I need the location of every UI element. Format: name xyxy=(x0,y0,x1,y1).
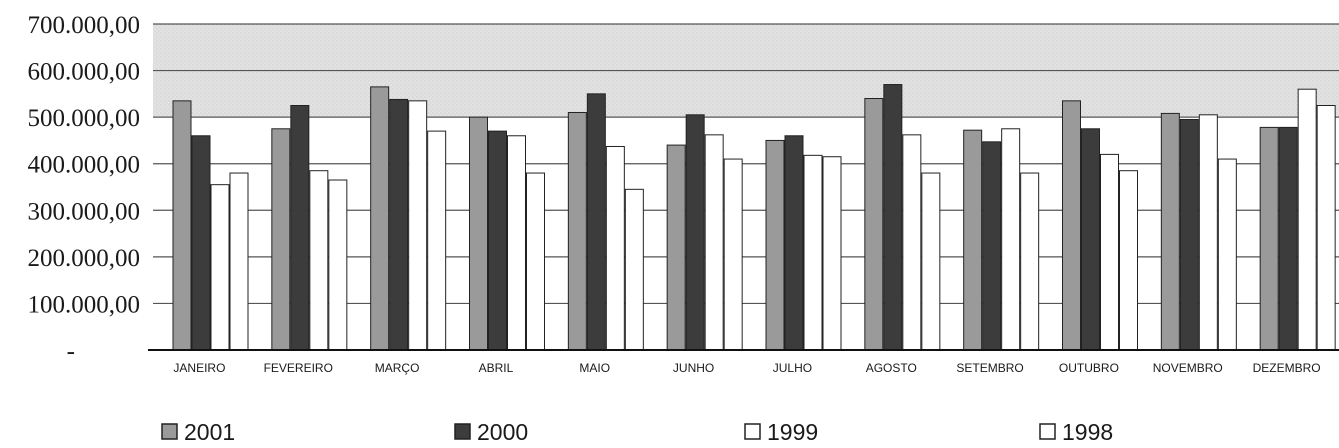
x-axis: JANEIRO FEVEREIRO MARÇO ABRIL MAIO JUNHO JULHO… xyxy=(148,349,1339,375)
x-tick-label: FEVEREIRO xyxy=(264,361,333,375)
x-tick-label: AGOSTO xyxy=(866,361,917,375)
bar-1998-outubro xyxy=(1119,170,1138,351)
bar-2001-setembro xyxy=(963,129,983,351)
bar-2001-março xyxy=(370,86,390,351)
bar-2001-outubro xyxy=(1062,100,1081,351)
bar-1999-janeiro xyxy=(210,184,230,351)
legend-label-1999: 1999 xyxy=(767,419,818,445)
bar-1999-setembro xyxy=(1001,128,1021,351)
x-tick-label: ABRIL xyxy=(479,361,514,375)
bar-1998-julho xyxy=(822,156,842,351)
bar-2001-janeiro xyxy=(172,100,192,351)
bar-1999-outubro xyxy=(1100,153,1119,351)
y-tick-label: 600.000,00 xyxy=(28,59,141,86)
legend-label-1998: 1998 xyxy=(1062,419,1113,445)
gridlines xyxy=(153,23,1339,305)
bar-1998-maio xyxy=(624,188,644,351)
legend-swatch-2001 xyxy=(161,423,178,440)
bars xyxy=(172,84,1336,351)
bar-1999-junho xyxy=(704,134,724,351)
bar-1998-abril xyxy=(526,172,545,351)
bar-1998-setembro xyxy=(1020,172,1040,351)
legend-label-2001: 2001 xyxy=(184,419,235,445)
bar-2000-junho xyxy=(685,114,705,351)
bar-2001-maio xyxy=(567,111,587,351)
bar-1998-dezembro xyxy=(1316,105,1336,351)
bar-2000-dezembro xyxy=(1278,126,1298,351)
x-tick-label: JANEIRO xyxy=(173,361,225,375)
bar-2001-agosto xyxy=(864,98,884,351)
x-tick-label: DEZEMBRO xyxy=(1253,361,1321,375)
bar-2001-abril xyxy=(469,116,488,351)
legend: 2001 2000 1999 1998 xyxy=(161,419,1113,445)
bar-1998-novembro xyxy=(1217,158,1237,351)
y-tick-label: 400.000,00 xyxy=(28,152,141,179)
x-tick-label: SETEMBRO xyxy=(956,361,1023,375)
y-tick-label: 200.000,00 xyxy=(28,245,141,272)
bar-1999-novembro xyxy=(1198,114,1218,351)
bar-1999-julho xyxy=(803,154,823,351)
bar-2000-agosto xyxy=(883,84,903,351)
bar-2001-novembro xyxy=(1160,112,1180,351)
bar-2001-julho xyxy=(765,139,785,351)
x-tick-label: JULHO xyxy=(773,361,812,375)
bar-2000-julho xyxy=(784,135,804,351)
plot-lower-area xyxy=(153,117,1339,351)
x-tick-label: JUNHO xyxy=(673,361,714,375)
bar-2001-fevereiro xyxy=(271,128,291,351)
bar-2000-janeiro xyxy=(191,135,211,351)
bar-2000-abril xyxy=(488,130,507,351)
bar-1998-junho xyxy=(723,158,743,351)
y-tick-label: - xyxy=(67,338,75,365)
legend-swatch-2000 xyxy=(454,423,471,440)
bar-1999-maio xyxy=(605,145,625,351)
bar-1998-março xyxy=(427,130,447,351)
y-axis: - 100.000,00 200.000,00 300.000,00 400.000,0… xyxy=(28,12,141,365)
bar-2000-setembro xyxy=(982,141,1002,351)
bar-2000-março xyxy=(389,98,409,351)
bar-1999-fevereiro xyxy=(309,170,329,351)
bar-1999-agosto xyxy=(902,134,922,351)
bar-1998-janeiro xyxy=(229,172,249,351)
bar-2000-maio xyxy=(586,93,606,351)
plot-background xyxy=(153,24,1339,351)
y-tick-label: 700.000,00 xyxy=(28,12,141,39)
x-tick-label: NOVEMBRO xyxy=(1153,361,1223,375)
bar-1999-abril xyxy=(507,135,526,351)
legend-swatch-1998 xyxy=(1039,423,1056,440)
y-tick-label: 300.000,00 xyxy=(28,198,141,225)
x-tick-label: MAIO xyxy=(579,361,610,375)
bar-2001-dezembro xyxy=(1259,126,1279,351)
legend-swatch-1999 xyxy=(744,423,761,440)
legend-label-2000: 2000 xyxy=(477,419,528,445)
bar-1999-dezembro xyxy=(1297,88,1317,351)
y-tick-label: 100.000,00 xyxy=(28,291,141,318)
bar-2001-junho xyxy=(666,144,686,351)
x-tick-label: MARÇO xyxy=(375,361,420,375)
y-tick-label: 500.000,00 xyxy=(28,105,141,132)
bar-2000-novembro xyxy=(1179,118,1199,351)
x-tick-label: OUTUBRO xyxy=(1059,361,1119,375)
bar-1998-fevereiro xyxy=(328,179,348,351)
bar-1999-março xyxy=(408,100,428,351)
bar-2000-outubro xyxy=(1081,128,1100,351)
bar-1998-agosto xyxy=(921,172,941,351)
bar-2000-fevereiro xyxy=(290,105,310,351)
